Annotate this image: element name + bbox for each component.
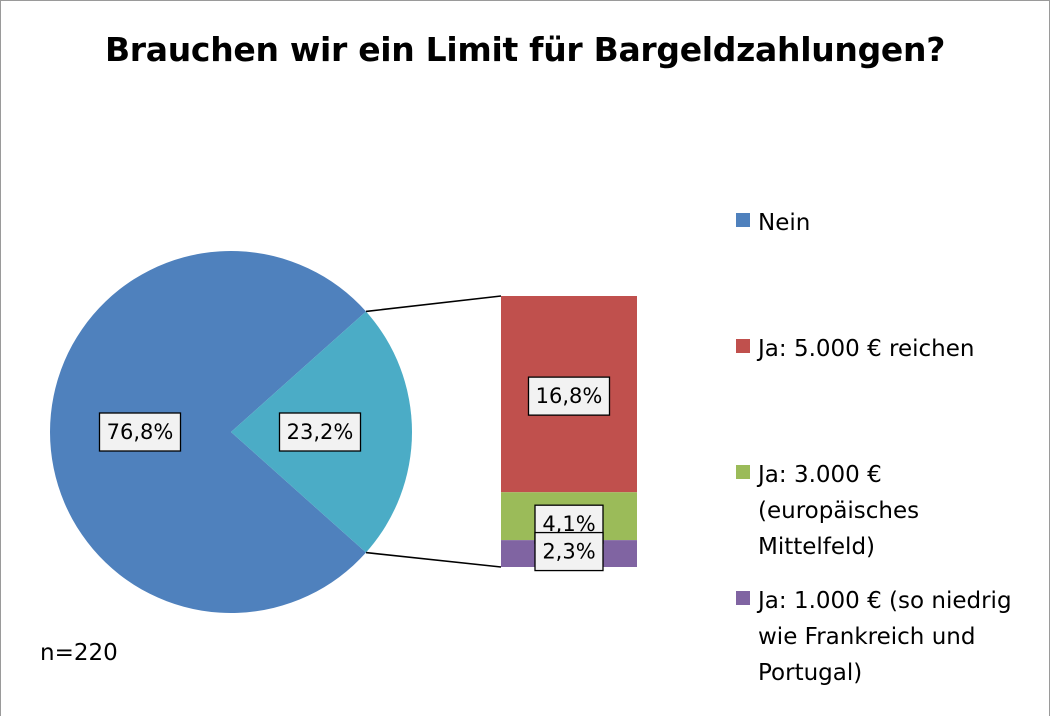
data-label-5000-text: 16,8% <box>536 384 603 408</box>
connector-line-top <box>365 295 502 313</box>
data-label-ja-box <box>278 412 362 452</box>
legend-swatch-1000 <box>736 591 750 605</box>
data-label-nein: 76,8% <box>98 412 182 452</box>
legend-swatch-3000 <box>736 465 750 479</box>
legend-swatch-nein <box>736 213 750 227</box>
data-label-1000-text: 2,3% <box>542 540 595 564</box>
data-label-ja-text: 23,2% <box>287 420 354 444</box>
legend-label-5000: Ja: 5.000 € reichen <box>758 336 975 362</box>
sample-size-note: n=220 <box>40 640 118 666</box>
legend-label-nein: Nein <box>758 210 811 236</box>
pie-slice-nein <box>50 251 367 613</box>
data-label-nein-box <box>98 412 182 452</box>
chart-title: Brauchen wir ein Limit für Bargeldzahlun… <box>104 30 946 69</box>
data-label-1000-box <box>534 531 604 572</box>
data-label-nein-text: 76,8% <box>107 420 174 444</box>
data-label-5000-box <box>527 376 611 416</box>
legend-label-3000: Ja: 3.000 € (europäisches Mittelfeld) <box>758 462 920 560</box>
data-label-ja: 23,2% <box>278 412 362 452</box>
legend-label-1000: Ja: 1.000 € (so niedrig wie Frankreich u… <box>758 588 1012 686</box>
legend-swatch-5000 <box>736 339 750 353</box>
data-label-1000: 2,3% <box>534 531 604 572</box>
connector-line-bottom <box>365 551 502 568</box>
data-label-5000: 16,8% <box>527 376 611 416</box>
